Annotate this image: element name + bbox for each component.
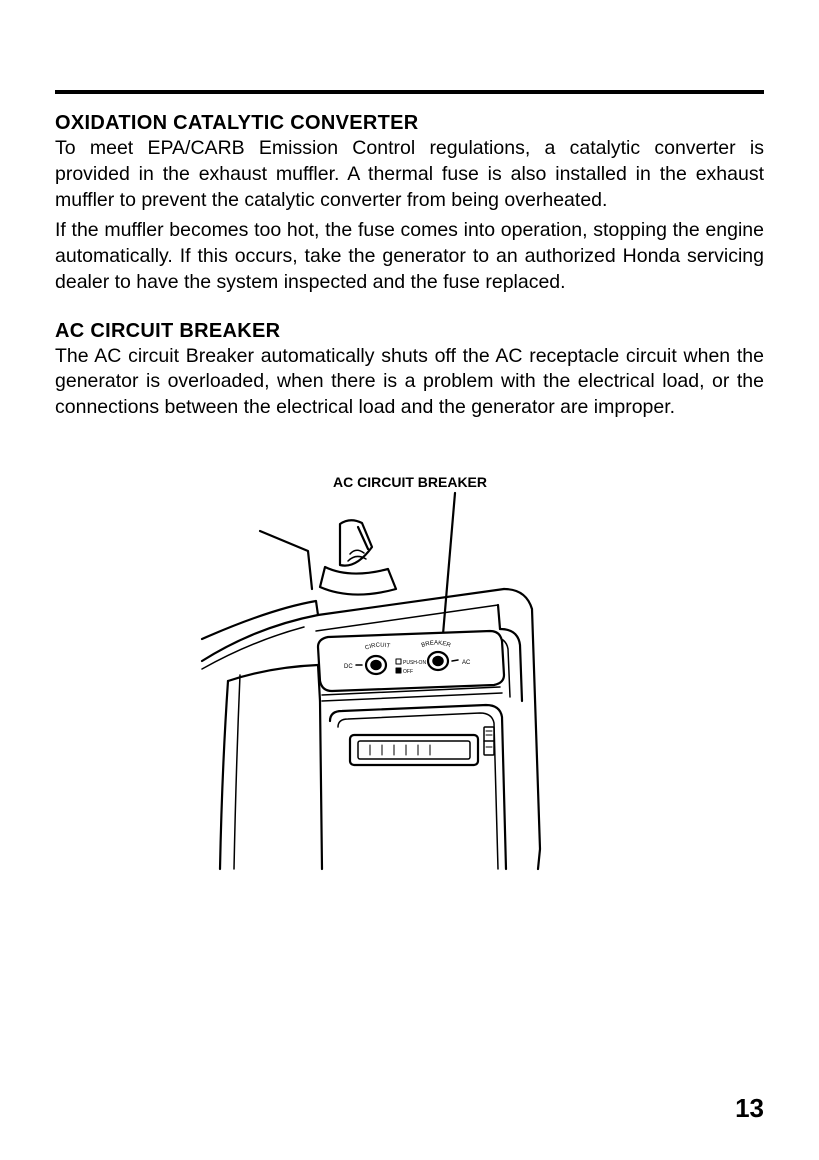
heading-oxidation-catalytic-converter: OXIDATION CATALYTIC CONVERTER [55, 112, 764, 135]
generator-panel-illustration: AC CIRCUIT BREAKER [200, 469, 620, 879]
side-switch [484, 727, 494, 755]
fuel-cap-handle [320, 521, 396, 595]
panel-label-off: OFF [403, 669, 413, 675]
callout-label: AC CIRCUIT BREAKER [333, 474, 487, 490]
choke-slot [350, 735, 478, 765]
page-root: OXIDATION CATALYTIC CONVERTER To meet EP… [0, 0, 819, 1160]
panel-label-dc: DC [344, 664, 353, 670]
paragraph-oxidation-1: To meet EPA/CARB Emission Control regula… [55, 136, 764, 214]
heading-ac-circuit-breaker: AC CIRCUIT BREAKER [55, 320, 764, 343]
panel-label-push-on: PUSH-ON [403, 660, 426, 666]
section-spacer [55, 300, 764, 320]
push-on-box-icon [396, 659, 401, 664]
top-deck [316, 589, 504, 631]
paragraph-ac-breaker-1: The AC circuit Breaker automatically shu… [55, 344, 764, 422]
housing-right [492, 589, 540, 869]
panel-label-ac: AC [462, 660, 471, 666]
page-number: 13 [735, 1093, 764, 1124]
breaker-label-panel: CIRCUIT BREAKER DC [318, 631, 504, 691]
horizontal-rule [55, 90, 764, 94]
paragraph-oxidation-2: If the muffler becomes too hot, the fuse… [55, 218, 764, 296]
lower-recess [330, 705, 506, 869]
figure-ac-circuit-breaker: AC CIRCUIT BREAKER [55, 469, 764, 879]
off-box-icon [396, 668, 401, 673]
body-left-contour [202, 531, 318, 669]
left-body-edge [220, 665, 322, 869]
